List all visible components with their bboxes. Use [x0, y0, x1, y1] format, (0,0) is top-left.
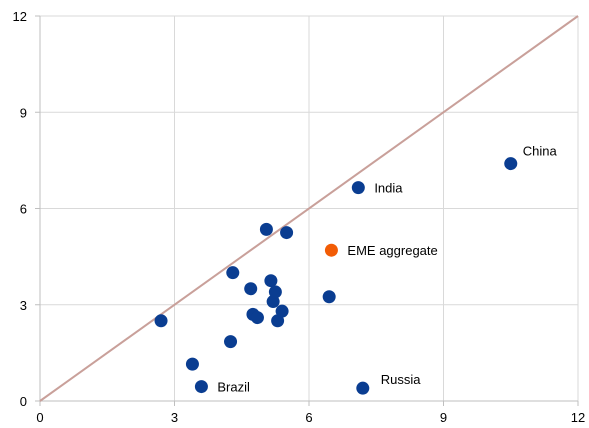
data-points — [154, 157, 518, 395]
data-point-country — [259, 222, 273, 236]
x-tick-label: 3 — [171, 410, 178, 425]
point-label-china: China — [523, 144, 558, 159]
x-tick-label: 9 — [440, 410, 447, 425]
point-label-india: India — [374, 181, 403, 196]
data-point-country — [250, 311, 264, 325]
point-label-eme-aggregate: EME aggregate — [347, 243, 437, 258]
data-point-country — [224, 335, 238, 349]
x-tick-label: 12 — [571, 410, 585, 425]
data-point-country — [280, 226, 294, 240]
y-tick-label: 9 — [20, 105, 27, 120]
data-point-country — [268, 285, 282, 299]
reference-line — [39, 15, 579, 402]
y-tick-label: 3 — [20, 298, 27, 313]
point-label-russia: Russia — [381, 372, 422, 387]
data-point-china — [504, 157, 518, 171]
highlight-point-eme-aggregate — [324, 243, 338, 257]
y-tick-label: 12 — [13, 9, 27, 24]
data-point-country — [264, 274, 278, 288]
data-point-country — [244, 282, 258, 296]
data-point-country — [275, 304, 289, 318]
x-tick-label: 6 — [305, 410, 312, 425]
data-point-brazil — [194, 380, 208, 394]
data-point-country — [185, 357, 199, 371]
data-point-country — [226, 266, 240, 280]
reference-line-group — [39, 15, 579, 402]
point-labels: Brazil India Russia China EME aggregate — [217, 144, 557, 395]
y-tick-label: 6 — [20, 202, 27, 217]
x-tick-label: 0 — [36, 410, 43, 425]
data-point-india — [351, 181, 365, 195]
data-point-country — [154, 314, 168, 328]
y-tick-label: 0 — [20, 394, 27, 409]
y-axis-ticks: 0 3 6 9 12 — [13, 9, 40, 409]
point-label-brazil: Brazil — [217, 380, 250, 395]
x-axis-ticks: 0 3 6 9 12 — [36, 401, 585, 425]
data-point-russia — [356, 381, 370, 395]
data-point-country — [322, 290, 336, 304]
